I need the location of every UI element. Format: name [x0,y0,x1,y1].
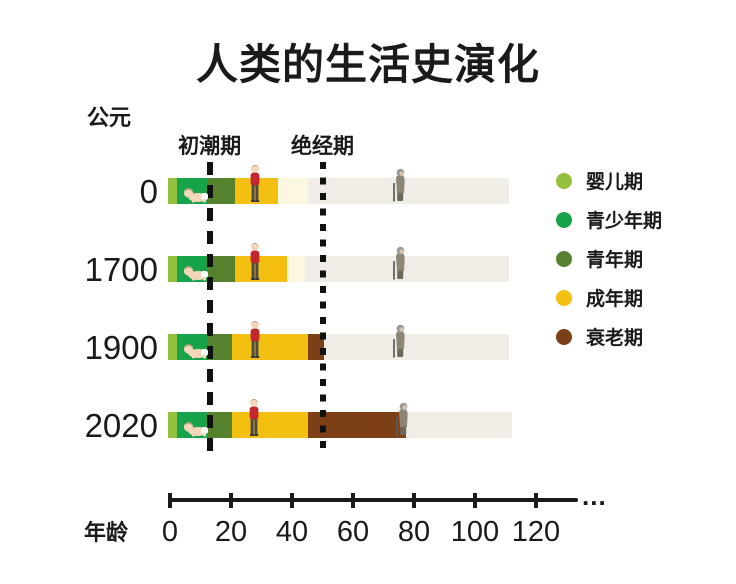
segment-faded [323,334,509,360]
crawling-baby-icon [182,186,210,203]
legend-dot-infant [556,172,572,189]
year-label-1900: 1900 [84,329,158,366]
legend-item-infant: 婴儿期 [556,167,662,194]
life-bar-0 [168,178,509,204]
tick-label-0: 0 [161,516,179,548]
legend-label-youth: 青年期 [586,250,644,271]
elderly-cane-icon [393,402,411,437]
segment-faded [308,178,509,204]
elderly-cane-icon [390,168,408,203]
segment-infant [168,412,180,438]
standing-adult-icon [247,399,261,437]
segment-faded_adult [286,256,308,282]
axis-overflow-dots: ... [582,481,607,511]
legend-label-infant: 婴儿期 [586,172,644,193]
legend-label-old: 衰老期 [586,328,644,349]
elderly-cane-icon [390,246,408,281]
life-bar-2020 [168,412,512,438]
tick-label-60: 60 [336,516,370,548]
menopause-line [319,162,326,454]
tick-60 [351,493,355,508]
menopause-label: 绝经期 [291,135,354,158]
tick-label-80: 80 [397,516,431,548]
legend-dot-adult [556,289,572,306]
year-label-0: 0 [139,173,158,210]
standing-adult-icon [248,243,262,281]
year-label-2020: 2020 [84,407,158,444]
tick-20 [229,493,233,508]
legend-item-youth: 青年期 [556,245,662,272]
crawling-baby-icon [182,264,210,281]
tick-label-120: 120 [511,516,561,548]
tick-100 [473,493,477,508]
segment-adult [232,334,311,360]
legend-dot-old [556,328,572,345]
life-bar-1900 [168,334,509,360]
legend-label-adult: 成年期 [586,289,644,310]
legend-item-old: 衰老期 [556,323,662,350]
tick-120 [534,493,538,508]
standing-adult-icon [248,165,262,203]
segment-adult [232,412,311,438]
legend-dot-youth [556,250,572,267]
standing-adult-icon [248,321,262,359]
legend-item-juvenile: 青少年期 [556,206,662,233]
year-label-1700: 1700 [84,251,158,288]
segment-faded [405,412,512,438]
age-axis-title: 年龄 [84,520,129,545]
legend-dot-juvenile [556,211,572,228]
life-bar-1700 [168,256,509,282]
crawling-baby-icon [182,420,210,437]
segment-infant [168,178,180,204]
tick-0 [168,493,172,508]
segment-infant [168,334,180,360]
tick-label-40: 40 [275,516,309,548]
legend: 婴儿期青少年期青年期成年期衰老期 [556,167,662,350]
elderly-cane-icon [390,324,408,359]
segment-faded_adult [277,178,311,204]
segment-infant [168,256,180,282]
crawling-baby-icon [182,342,210,359]
tick-label-20: 20 [214,516,248,548]
tick-40 [290,493,294,508]
legend-item-adult: 成年期 [556,284,662,311]
segment-faded [305,256,509,282]
tick-label-100: 100 [450,516,500,548]
chart-title: 人类的生活史演化 [195,41,540,88]
tick-80 [412,493,416,508]
segment-adult [235,256,289,282]
menarche-line [206,162,213,454]
legend-label-juvenile: 青少年期 [586,211,663,232]
era-axis-label: 公元 [87,105,132,130]
axis-line [168,498,578,502]
menarche-label: 初潮期 [178,135,242,158]
